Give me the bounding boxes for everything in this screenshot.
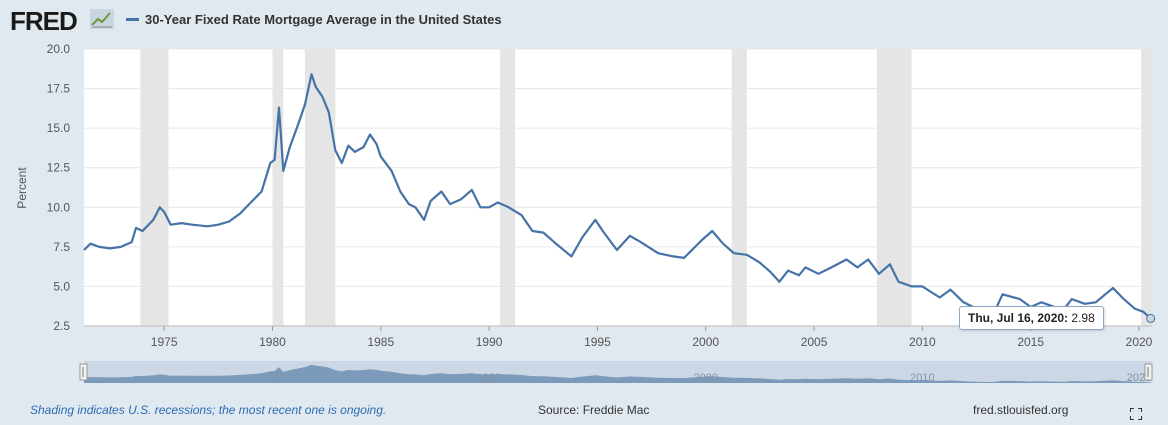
y-axis-ticks: 2.5 5.0 7.5 10.0 12.5 15.0 17.5 20.0 — [47, 42, 71, 333]
navigator-label: 1980 — [260, 372, 284, 384]
trend-chart-icon — [90, 9, 114, 29]
tooltip-date: Thu, Jul 16, 2020: — [968, 311, 1069, 325]
y-tick-label: 20.0 — [47, 42, 71, 56]
source-credit: Source: Freddie Mac — [538, 403, 650, 417]
navigator-label: 2010 — [910, 372, 934, 384]
recession-band — [1141, 49, 1152, 326]
x-tick-label: 1990 — [476, 335, 503, 349]
recession-band — [876, 49, 912, 326]
y-tick-label: 15.0 — [47, 121, 71, 135]
y-tick-label: 17.5 — [47, 82, 71, 96]
chart-header: FRED 30-Year Fixed Rate Mortgage Average… — [0, 0, 1168, 40]
recession-note: Shading indicates U.S. recessions; the m… — [30, 403, 387, 417]
fullscreen-icon[interactable] — [1130, 408, 1142, 420]
x-tick-label: 2015 — [1017, 335, 1044, 349]
x-tick-label: 2020 — [1126, 335, 1153, 349]
x-tick-label: 2010 — [909, 335, 936, 349]
y-tick-label: 5.0 — [53, 279, 70, 293]
series-line[interactable] — [83, 73, 1152, 320]
y-tick-label: 7.5 — [53, 240, 70, 254]
x-tick-label: 2000 — [692, 335, 719, 349]
hover-point-marker[interactable] — [1146, 313, 1156, 323]
legend-entry[interactable]: 30-Year Fixed Rate Mortgage Average in t… — [126, 12, 502, 27]
hover-tooltip: Thu, Jul 16, 2020: 2.98 — [959, 306, 1104, 330]
recession-band — [304, 49, 336, 326]
y-axis-label: Percent — [15, 167, 29, 209]
recession-shading — [140, 49, 1152, 326]
recession-band — [731, 49, 747, 326]
navigator-area — [84, 364, 1151, 383]
legend-swatch — [126, 18, 139, 21]
x-tick-label: 1980 — [259, 335, 286, 349]
line-chart[interactable]: 2.5 5.0 7.5 10.0 12.5 15.0 17.5 20.0 1975 1980 19… — [0, 0, 1168, 400]
plot-background — [84, 49, 1152, 326]
x-tick-label: 2005 — [801, 335, 828, 349]
site-link[interactable]: fred.stlouisfed.org — [973, 403, 1069, 417]
x-tick-label: 1995 — [584, 335, 611, 349]
legend-label: 30-Year Fixed Rate Mortgage Average in t… — [145, 12, 502, 27]
recession-band — [140, 49, 169, 326]
x-tick-label: 1985 — [367, 335, 394, 349]
recession-band — [499, 49, 516, 326]
navigator-label: 2000 — [693, 372, 717, 384]
navigator[interactable]: 1980 1990 2000 2010 2020 — [79, 361, 1153, 384]
y-tick-label: 12.5 — [47, 161, 71, 175]
navigator-label: 1990 — [477, 372, 501, 384]
navigator-labels: 1980 1990 2000 2010 2020 — [260, 372, 1151, 384]
x-tick-label: 1975 — [151, 335, 178, 349]
y-tick-label: 10.0 — [47, 200, 71, 214]
tooltip-value: 2.98 — [1071, 311, 1095, 325]
recession-band — [272, 49, 284, 326]
fred-logo[interactable]: FRED — [10, 6, 78, 36]
y-tick-label: 2.5 — [53, 319, 70, 333]
